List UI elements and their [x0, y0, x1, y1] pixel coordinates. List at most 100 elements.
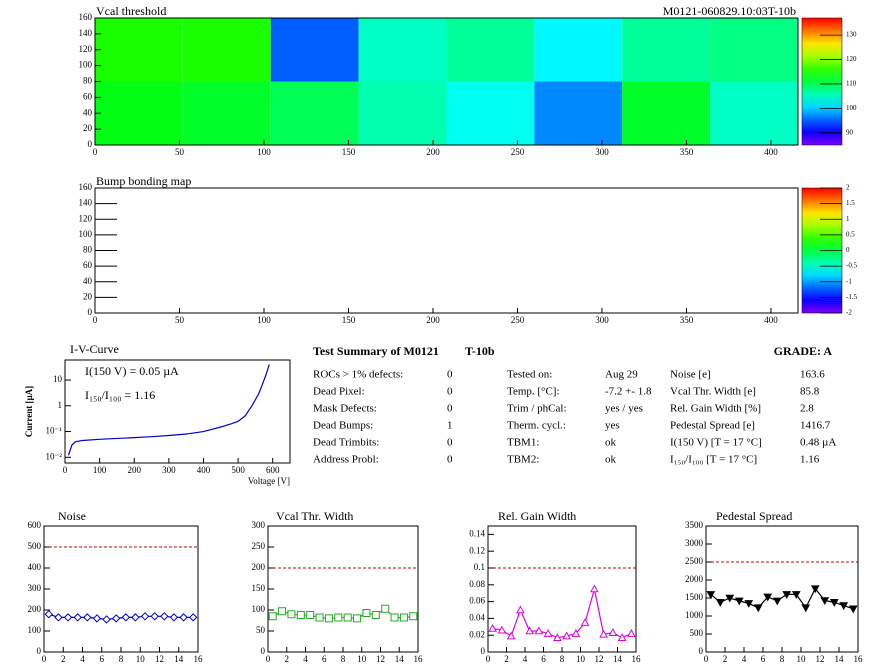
summary-label: Pedestal Spread [e]: [670, 420, 755, 432]
y-tick-label: 0: [481, 646, 486, 656]
colorbar-label: -1.5: [846, 293, 858, 301]
heatmap-cell: [710, 81, 798, 145]
heatmap-cell: [622, 18, 711, 82]
heatmap-cell: [446, 81, 535, 145]
data-point: [390, 613, 399, 622]
heatmap-cell: [270, 81, 359, 145]
x-tick-label: 8: [341, 654, 346, 664]
x-tick-label: 16: [414, 654, 424, 664]
x-tick-label: 0: [93, 147, 98, 157]
data-point: [829, 599, 839, 607]
y-tick-label: 160: [79, 12, 93, 22]
x-tick-label: 0: [704, 654, 709, 664]
chart-subtitle: M0121-060829.10:03T-10b: [663, 4, 796, 18]
data-point: [131, 613, 140, 622]
x-tick-label: 100: [257, 147, 271, 157]
summary-label: Trim / phCal:: [507, 403, 567, 415]
y-tick-label: 1000: [685, 610, 704, 620]
x-tick-label: 2: [723, 654, 728, 664]
data-point: [497, 625, 507, 634]
heatmap-cell: [270, 18, 359, 82]
data-point: [488, 623, 497, 632]
summary-label: ROCs > 1% defects:: [313, 369, 403, 381]
data-point: [791, 591, 801, 599]
summary-label: I₁₅₀/I₁₀₀ [T = 17 °C]: [670, 454, 757, 466]
summary-value: 163.6: [800, 369, 825, 381]
colorbar-label: 1: [846, 215, 850, 223]
heatmap-cell: [534, 18, 623, 82]
heatmap-cell: [95, 81, 183, 145]
x-tick-label: 4: [523, 654, 528, 664]
x-tick-label: 300: [162, 465, 176, 475]
data-line: [710, 587, 854, 610]
x-tick-label: 10: [357, 654, 367, 664]
data-point: [371, 611, 380, 620]
x-tick-label: 0: [266, 654, 271, 664]
y-tick-label: 0.14: [469, 528, 485, 538]
data-point: [525, 626, 534, 635]
data-point: [315, 613, 324, 622]
colorbar-label: 0: [846, 246, 850, 254]
x-tick-label: 200: [127, 465, 141, 475]
x-tick-label: 0: [63, 465, 68, 475]
data-line: [272, 607, 414, 620]
data-point: [334, 613, 343, 622]
x-tick-label: 100: [257, 315, 271, 325]
y-tick-label: 0.02: [469, 629, 485, 639]
data-point: [73, 613, 82, 622]
data-point: [534, 626, 544, 635]
summary-label: Dead Trimbits:: [313, 437, 379, 449]
y-tick-label: 10⁻¹: [46, 426, 63, 436]
y-tick-label: 50: [256, 625, 266, 635]
data-point: [608, 628, 618, 636]
data-line: [492, 588, 632, 639]
y-tick-label: 100: [28, 625, 42, 635]
data-point: [306, 611, 315, 620]
y-tick-label: 0.1: [474, 562, 485, 572]
data-point: [782, 591, 792, 599]
data-point: [160, 612, 169, 621]
data-point: [820, 597, 830, 606]
x-tick-label: 12: [816, 654, 825, 664]
y-axis-label: Current [µA]: [24, 386, 34, 437]
summary-value: 0.48 µA: [800, 437, 836, 449]
heatmap-cell: [446, 18, 535, 82]
y-tick-label: 0.06: [469, 596, 485, 606]
colorbar-label: 100: [846, 104, 857, 112]
y-tick-label: 500: [28, 541, 42, 551]
y-tick-label: 0.12: [469, 545, 485, 555]
summary-label: Noise [e]: [670, 369, 711, 381]
summary-value: 2.8: [800, 403, 814, 415]
summary-value: 1.16: [800, 454, 820, 466]
data-point: [121, 613, 131, 622]
y-tick-label: 0.04: [469, 612, 485, 622]
x-tick-label: 4: [742, 654, 747, 664]
y-tick-label: 2000: [685, 574, 704, 584]
y-tick-label: 40: [83, 107, 93, 117]
y-tick-label: 100: [252, 604, 266, 614]
x-tick-label: 200: [426, 147, 440, 157]
summary-value: yes: [605, 420, 620, 432]
summary-label: Tested on:: [507, 369, 552, 381]
annotation: I₁₅₀/I₁₀₀ = 1.16: [85, 388, 155, 402]
x-tick-label: 8: [780, 654, 785, 664]
x-tick-label: 400: [197, 465, 211, 475]
summary-value: 1: [447, 420, 453, 432]
data-point: [571, 628, 581, 637]
annotation: I(150 V) = 0.05 µA: [85, 364, 179, 378]
y-tick-label: 0: [37, 646, 42, 656]
x-tick-label: 16: [632, 654, 642, 664]
x-tick-label: 100: [93, 465, 107, 475]
data-point: [287, 610, 296, 619]
y-tick-label: 60: [83, 260, 93, 270]
y-tick-label: 500: [690, 628, 704, 638]
x-tick-label: 12: [155, 654, 164, 664]
y-tick-label: 100: [79, 60, 93, 70]
summary-label: Dead Pixel:: [313, 386, 365, 398]
x-tick-label: 0: [42, 654, 47, 664]
heatmap-cell: [622, 81, 711, 145]
summary-value: ok: [605, 437, 617, 449]
summary-label: Temp. [°C]:: [507, 386, 560, 398]
colorbar: [801, 17, 843, 146]
data-point: [506, 631, 516, 640]
